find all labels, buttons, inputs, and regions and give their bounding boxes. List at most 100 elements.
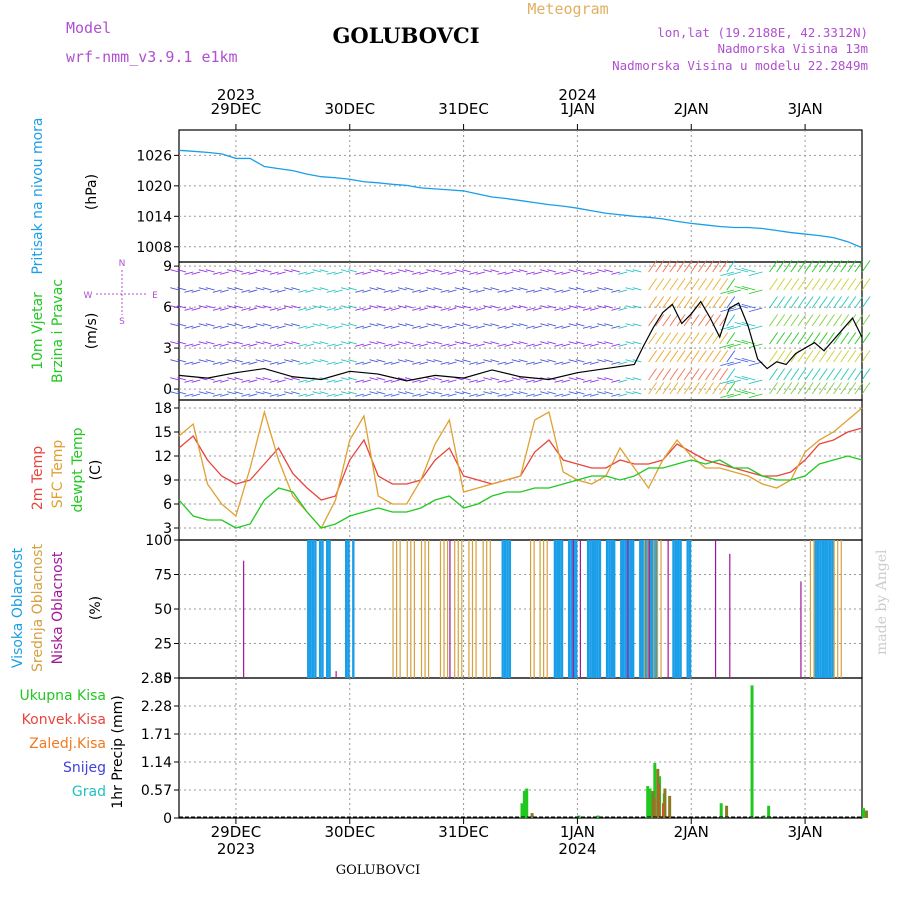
wind-arrow — [362, 271, 372, 275]
high-cloud-bar — [688, 540, 692, 678]
wind-arrow — [561, 289, 571, 293]
low-cloud-bar — [579, 540, 581, 678]
mid-cloud-bar — [543, 540, 545, 678]
wind-arrow — [683, 260, 693, 273]
wind-arrow — [818, 296, 828, 309]
wind-arrow — [811, 278, 821, 291]
wind-arrow — [833, 278, 842, 291]
high-cloud-bar — [814, 540, 817, 678]
wind-arrow — [662, 350, 672, 363]
wind-arrow — [582, 289, 592, 293]
panel-frame-precip — [178, 677, 863, 819]
precip-unit: 1hr Precip (mm) — [110, 695, 126, 808]
high-cloud-bar — [321, 540, 324, 678]
y-tick-label: 1020 — [136, 179, 172, 195]
wind-arrow — [291, 341, 301, 345]
wind-arrow — [741, 321, 756, 327]
wind-arrow — [419, 307, 429, 311]
wind-arrow — [741, 267, 756, 273]
mid-cloud-bar — [533, 540, 535, 678]
wind-arrow — [669, 382, 679, 395]
wind-arrow — [212, 343, 222, 347]
wind-arrow — [461, 269, 471, 273]
wind-arrow — [655, 368, 665, 381]
wind-arrow — [497, 343, 507, 347]
wind-arrow — [262, 323, 272, 327]
wind-arrow — [826, 296, 835, 309]
wind-arrow — [561, 393, 571, 397]
wind-arrow — [604, 359, 614, 363]
wind-arrow — [369, 359, 379, 363]
wind-arrow — [797, 314, 807, 327]
high-cloud-bar — [816, 540, 820, 678]
wind-arrow — [348, 359, 357, 363]
mid-cloud-bar — [813, 540, 815, 678]
wind-arrow — [727, 271, 742, 277]
mid-cloud-bar — [546, 540, 548, 678]
wind-arrow — [533, 271, 542, 275]
wind-arrow — [655, 296, 665, 309]
mid-cloud-bar — [424, 540, 426, 678]
wind-arrow — [276, 271, 286, 275]
wind-arrow — [797, 350, 807, 363]
wind-arrow — [369, 377, 379, 381]
wind-arrow — [604, 323, 614, 327]
y-tick-label: 2.85 — [141, 671, 172, 687]
wind-arrow — [547, 341, 557, 345]
wind-arrow — [404, 305, 414, 309]
wind-arrow — [433, 305, 443, 309]
wind-arrow — [632, 377, 642, 381]
wind-arrow — [376, 269, 386, 273]
wind-arrow — [840, 314, 850, 327]
wind-arrow — [540, 323, 550, 327]
wind-arrow — [326, 289, 336, 293]
y-tick-label: 12 — [154, 449, 172, 465]
wind-arrow — [170, 323, 180, 327]
wind-arrow — [648, 368, 657, 381]
wind-arrow — [861, 314, 871, 327]
low-cloud-bar — [729, 553, 731, 678]
wind-arrow — [783, 332, 793, 345]
wind-arrow — [734, 303, 749, 309]
high-cloud-bar — [506, 540, 509, 678]
wind-arrow — [433, 287, 443, 291]
wind-arrow — [568, 305, 578, 309]
wind-arrow — [198, 391, 208, 395]
temp-ylabel-sfc: SFC Temp — [50, 440, 66, 509]
wind-arrow — [854, 278, 864, 291]
wind-arrow — [383, 343, 393, 347]
high-cloud-bar — [570, 540, 573, 678]
wind-arrow — [340, 287, 350, 291]
wind-arrow — [340, 359, 350, 363]
wind-arrow — [198, 323, 208, 327]
high-cloud-bar — [567, 540, 571, 678]
wind-arrow — [518, 359, 528, 363]
wind-arrow — [198, 287, 208, 291]
wind-arrow — [469, 393, 478, 397]
wind-arrow — [683, 368, 693, 381]
precip-legend-item: Snijeg — [63, 760, 106, 776]
wind-arrow — [234, 391, 244, 395]
wind-arrow — [632, 359, 642, 363]
precip-bar-0 — [648, 788, 652, 818]
wind-arrow — [727, 343, 742, 349]
wind-arrow — [390, 325, 400, 329]
compass-w: W — [84, 291, 93, 301]
wind-arrow — [655, 278, 665, 291]
wind-arrow — [461, 391, 471, 395]
wind-arrow — [618, 379, 628, 383]
mid-cloud-bar — [656, 540, 659, 678]
wind-arrow — [262, 287, 272, 291]
wind-arrow — [355, 379, 365, 383]
wind-arrow — [604, 269, 614, 273]
precip-legend-item: Konvek.Kisa — [22, 712, 106, 728]
wind-arrow — [727, 325, 742, 331]
wind-arrow — [476, 271, 486, 275]
wind-arrow — [333, 289, 343, 293]
wind-arrow — [741, 303, 756, 309]
wind-arrow — [676, 332, 686, 345]
wind-arrow — [412, 325, 422, 329]
wind-arrow — [582, 361, 592, 365]
wind-arrow — [769, 368, 778, 381]
